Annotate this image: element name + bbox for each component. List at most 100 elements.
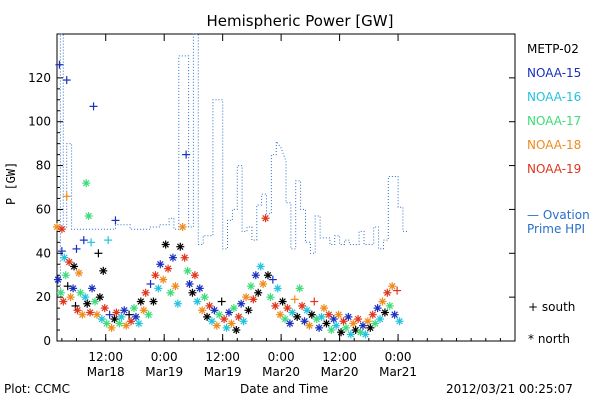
marker-stroke xyxy=(264,271,272,279)
north-point xyxy=(283,304,292,313)
marker-stroke xyxy=(179,223,186,231)
south-point xyxy=(94,249,103,258)
marker-stroke xyxy=(364,318,372,325)
marker-stroke xyxy=(96,293,104,301)
north-point xyxy=(154,284,163,293)
south-point xyxy=(310,297,319,306)
marker-stroke xyxy=(296,285,303,292)
south-point xyxy=(89,102,98,111)
x-tick-label-date: Mar18 xyxy=(87,365,125,379)
north-point xyxy=(100,304,109,313)
marker-stroke xyxy=(259,280,267,288)
north-point xyxy=(249,295,258,304)
marker-stroke xyxy=(113,309,120,316)
marker-label-south: south xyxy=(541,300,576,314)
legend-entry: NOAA-15 xyxy=(527,66,582,80)
north-point xyxy=(120,306,129,315)
north-point xyxy=(69,284,78,293)
marker-stroke xyxy=(181,254,188,261)
x-tick-label-time: 0:00 xyxy=(268,350,295,364)
marker-stroke xyxy=(228,320,235,327)
marker-stroke xyxy=(306,322,313,329)
marker-stroke xyxy=(298,302,306,310)
x-tick-label-date: Mar19 xyxy=(145,365,183,379)
marker-stroke xyxy=(213,322,221,329)
north-point xyxy=(295,284,304,293)
marker-stroke xyxy=(162,241,169,248)
north-point xyxy=(81,293,90,302)
marker-stroke xyxy=(53,223,61,231)
x-tick-label-time: 12:00 xyxy=(88,350,123,364)
north-point xyxy=(254,288,263,297)
north-point xyxy=(193,297,202,306)
marker-stroke xyxy=(208,318,216,325)
north-point xyxy=(76,288,85,297)
north-point xyxy=(198,306,207,315)
marker-stroke xyxy=(93,311,101,318)
north-point xyxy=(376,315,385,324)
north-point xyxy=(288,308,297,317)
marker-stroke xyxy=(396,318,403,325)
north-point xyxy=(200,293,209,302)
north-point xyxy=(83,299,92,308)
north-point xyxy=(354,315,363,324)
marker-stroke xyxy=(388,282,396,290)
north-point xyxy=(78,310,87,319)
marker-stroke xyxy=(235,313,242,321)
north-point xyxy=(56,288,65,297)
marker-stroke xyxy=(103,320,110,327)
north-point xyxy=(180,253,189,262)
marker-stroke xyxy=(189,289,196,297)
y-tick-label: 100 xyxy=(28,115,51,129)
marker-stroke xyxy=(82,293,89,301)
north-point xyxy=(82,179,91,188)
marker-stroke xyxy=(323,320,330,327)
north-point xyxy=(190,271,199,280)
north-point xyxy=(329,315,338,324)
marker-stroke xyxy=(206,302,213,310)
marker-stroke xyxy=(77,289,84,297)
south-point xyxy=(111,216,120,225)
north-point xyxy=(149,297,158,306)
north-point xyxy=(242,293,251,302)
y-tick-label: 0 xyxy=(43,334,51,348)
north-point xyxy=(185,279,194,288)
south-point xyxy=(393,286,402,295)
north-point xyxy=(263,271,272,280)
axis-ticks: 02040608010012012:00Mar180:00Mar1912:00M… xyxy=(28,34,516,379)
marker-stroke xyxy=(230,304,238,312)
y-axis-label: P [GW] xyxy=(4,161,18,205)
north-point xyxy=(156,260,165,269)
plot-timestamp: 2012/03/21 00:25:07 xyxy=(446,382,573,396)
marker-stroke xyxy=(60,298,67,305)
marker-stroke xyxy=(174,300,182,307)
marker-stroke xyxy=(240,318,247,325)
marker-stroke xyxy=(276,311,284,318)
north-point xyxy=(176,242,185,251)
north-point xyxy=(166,288,175,297)
marker-stroke xyxy=(250,296,257,303)
marker-stroke xyxy=(254,289,262,297)
north-point xyxy=(59,297,68,306)
marker-stroke xyxy=(85,212,92,220)
y-tick-label: 80 xyxy=(36,159,51,173)
marker-stroke xyxy=(272,302,279,310)
marker-stroke xyxy=(332,322,340,329)
north-point xyxy=(256,262,265,271)
legend-entry: NOAA-19 xyxy=(527,162,582,176)
north-point xyxy=(261,214,270,223)
marker-stroke xyxy=(157,260,164,268)
marker-stroke xyxy=(111,315,118,323)
marker-stroke xyxy=(167,289,174,297)
marker-stroke xyxy=(101,304,109,312)
marker-stroke xyxy=(257,263,264,270)
marker-stroke xyxy=(82,179,90,187)
marker-stroke xyxy=(325,311,333,318)
north-point xyxy=(320,304,329,313)
marker-stroke xyxy=(379,298,386,305)
north-point xyxy=(390,310,399,319)
north-point xyxy=(53,275,62,284)
north-point xyxy=(95,293,104,302)
north-point xyxy=(227,319,236,328)
y-tick-label: 20 xyxy=(36,290,51,304)
